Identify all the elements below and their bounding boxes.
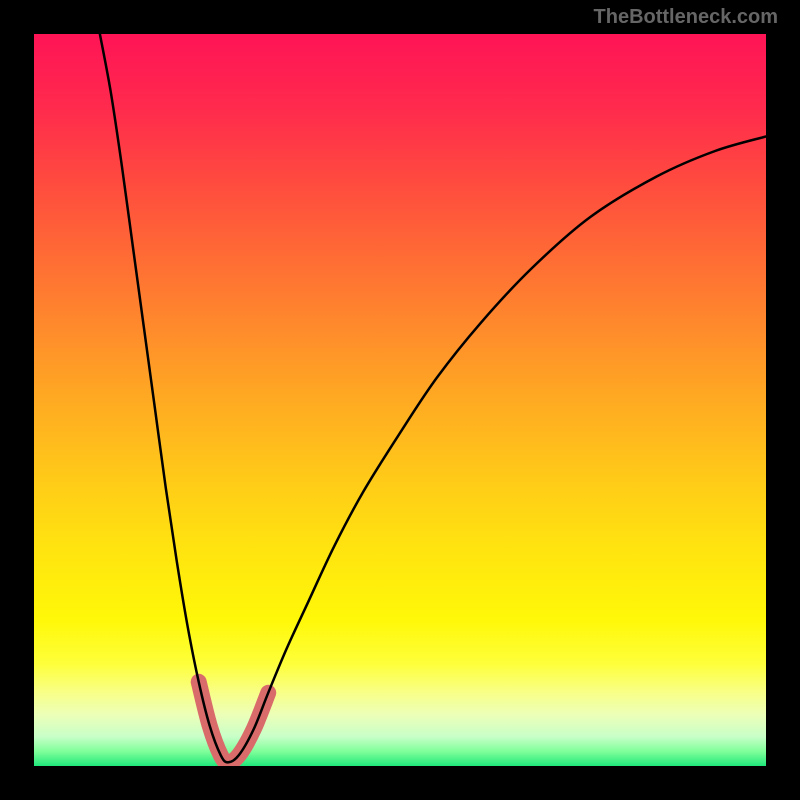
bottleneck-curve	[100, 34, 766, 762]
chart-container	[34, 34, 766, 766]
watermark-text: TheBottleneck.com	[594, 6, 778, 29]
curve-overlay	[34, 34, 766, 766]
